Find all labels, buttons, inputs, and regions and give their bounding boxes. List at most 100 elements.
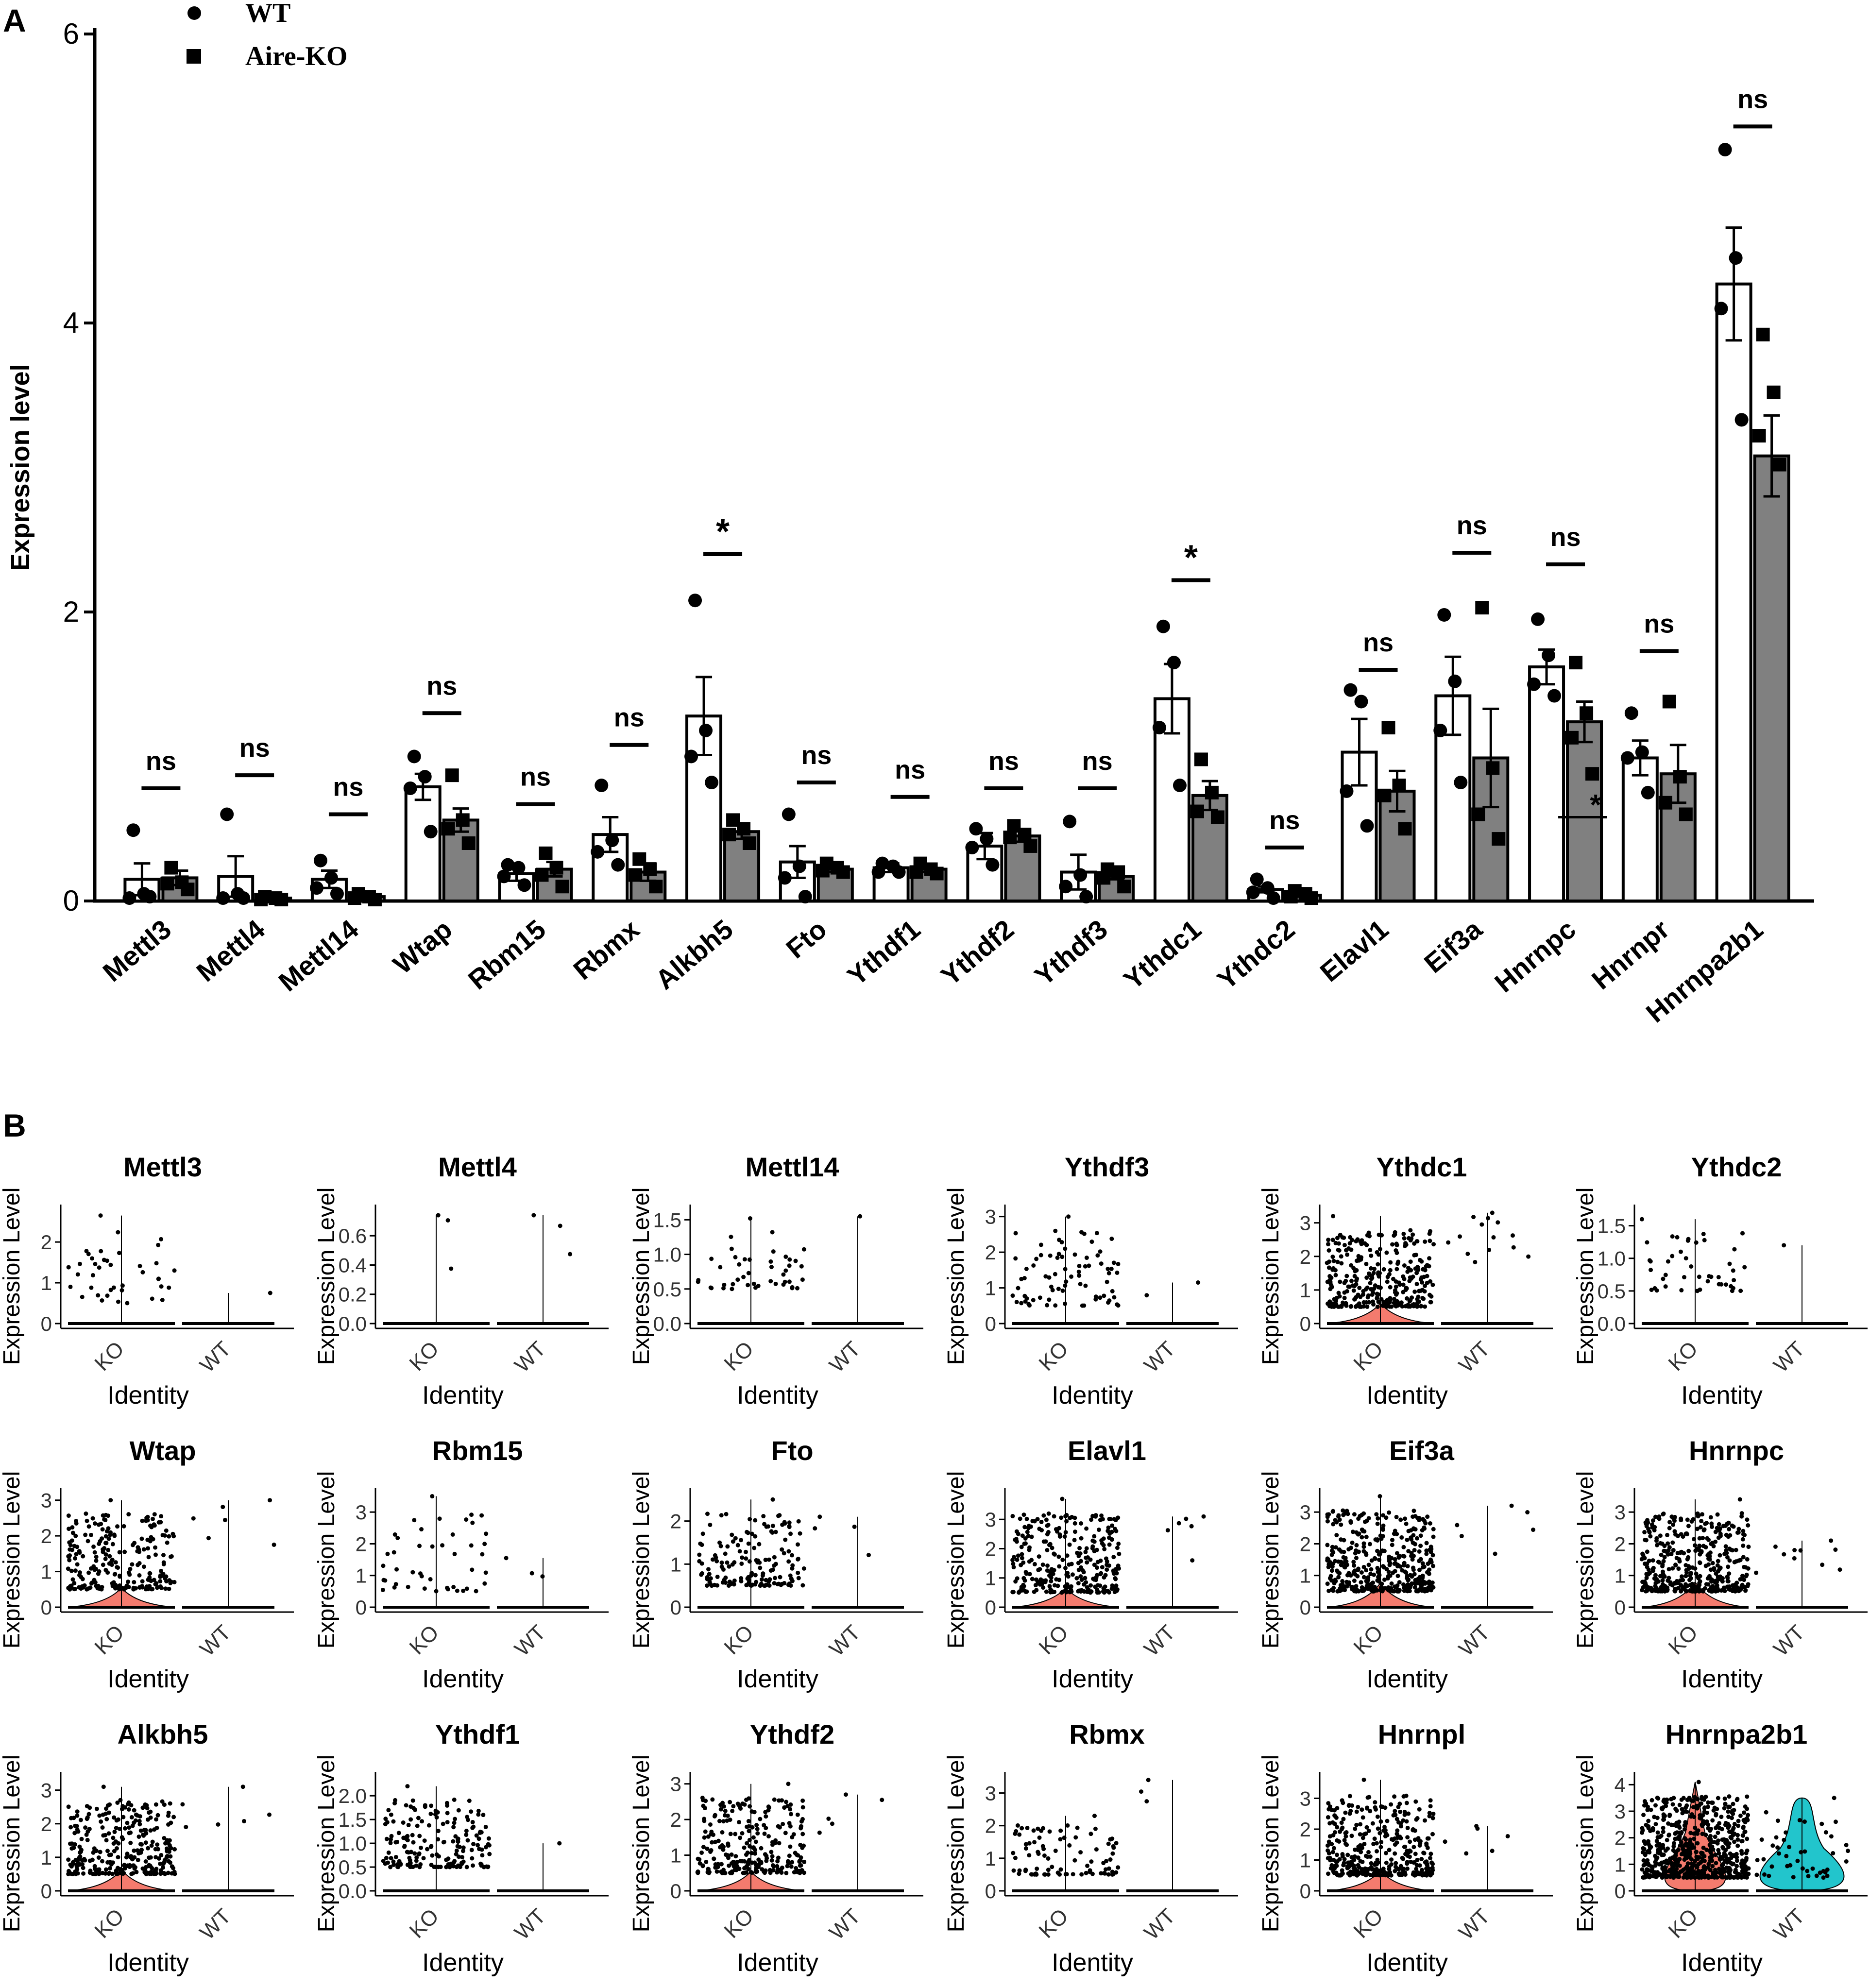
- cell-point-ko: [99, 1522, 103, 1527]
- cell-point-ko: [1721, 1846, 1726, 1851]
- cell-point-ko: [1641, 1846, 1646, 1851]
- cell-point-ko: [75, 1813, 80, 1818]
- cell-point-ko: [705, 1577, 710, 1581]
- cell-point-ko: [1430, 1868, 1435, 1872]
- x-tick-label: Mettl14: [272, 914, 364, 997]
- cell-point-ko: [1645, 1518, 1650, 1523]
- cell-point-ko: [1742, 1810, 1747, 1815]
- cell-point-ko: [705, 1846, 710, 1851]
- cell-point-ko: [1384, 1304, 1389, 1309]
- cell-point-ko: [1714, 1861, 1718, 1866]
- cell-point-ko: [1654, 1838, 1659, 1843]
- cell-point-ko: [789, 1812, 794, 1817]
- cell-point-ko: [1700, 1823, 1705, 1828]
- cell-point-ko: [1063, 1565, 1068, 1570]
- cell-point-wt: [1821, 1875, 1826, 1880]
- cell-point-ko: [1015, 1576, 1020, 1581]
- cell-point-ko: [778, 1575, 782, 1580]
- violin-group-ko: [1639, 1497, 1751, 1609]
- cell-point-ko: [410, 1570, 415, 1575]
- cell-point-ko: [1060, 1558, 1065, 1563]
- cell-point-ko: [745, 1851, 750, 1855]
- x-tick-label: Wtap: [387, 914, 458, 980]
- cell-point-ko: [156, 1520, 161, 1525]
- cell-point-ko: [1357, 1301, 1361, 1306]
- cell-point-ko: [1079, 1230, 1084, 1235]
- violin-group-wt: [1441, 1503, 1536, 1609]
- cell-point-ko: [1084, 1555, 1088, 1560]
- significance-label: ns: [1457, 511, 1487, 540]
- cell-point-ko: [759, 1577, 764, 1582]
- cell-point-ko: [469, 1543, 474, 1548]
- cell-point-ko: [1722, 1551, 1727, 1556]
- cell-point-ko: [146, 1577, 151, 1582]
- cell-point-ko: [486, 1836, 491, 1841]
- cell-point-ko: [76, 1829, 81, 1834]
- cell-point-ko: [1327, 1855, 1332, 1860]
- cell-point-ko: [757, 1542, 762, 1546]
- cell-point-ko: [1113, 1518, 1118, 1523]
- cell-point-ko: [1735, 1875, 1740, 1880]
- cell-point-ko: [725, 1560, 730, 1565]
- significance-label: ns: [520, 763, 551, 792]
- cell-point-ko: [1092, 1534, 1097, 1539]
- cell-point-wt: [1831, 1851, 1836, 1856]
- cell-point-ko: [1335, 1859, 1340, 1864]
- cell-point-wt: [529, 1571, 534, 1576]
- cell-point-ko: [1063, 1584, 1068, 1589]
- violin-y-tick-label: 2: [1300, 1245, 1311, 1268]
- cell-point-ko: [1707, 1557, 1712, 1562]
- cell-point-ko: [1384, 1851, 1389, 1855]
- violin-y-tick-label: 0: [670, 1880, 681, 1903]
- cell-point-ko: [1067, 1843, 1072, 1848]
- cell-point-ko: [703, 1829, 708, 1834]
- cell-point-ko: [1703, 1867, 1708, 1872]
- data-point-wt: [407, 749, 421, 764]
- cell-point-ko: [131, 1585, 136, 1590]
- cell-point-ko: [747, 1829, 751, 1834]
- cell-point-ko: [1074, 1576, 1079, 1580]
- cell-point-ko: [1716, 1559, 1720, 1563]
- cell-point-ko: [1743, 1588, 1748, 1593]
- cell-point-ko: [1377, 1552, 1382, 1557]
- cell-point-ko: [110, 1542, 115, 1546]
- cell-point-ko: [1368, 1572, 1373, 1577]
- cell-point-ko: [737, 1820, 742, 1825]
- cell-point-ko: [1326, 1807, 1331, 1812]
- cell-point-ko: [1402, 1844, 1407, 1849]
- violin-x-tick-label: WT: [825, 1620, 865, 1661]
- cell-point-ko: [476, 1836, 481, 1841]
- violin-y-tick-label: 3: [1615, 1501, 1626, 1524]
- violin-title: Elavl1: [1068, 1435, 1146, 1466]
- violin-y-tick-label: 1: [1300, 1279, 1311, 1302]
- legend-marker-wt: [187, 6, 201, 20]
- cell-point-ko: [168, 1854, 173, 1859]
- cell-point-ko: [1055, 1256, 1060, 1260]
- violin-y-tick-label: 1: [356, 1564, 367, 1587]
- cell-point-ko: [763, 1868, 768, 1873]
- cell-point-ko: [1710, 1864, 1715, 1869]
- cell-point-ko: [698, 1541, 703, 1546]
- cell-point-ko: [1106, 1841, 1111, 1846]
- cell-point-ko: [1666, 1259, 1670, 1264]
- cell-point-ko: [1369, 1253, 1374, 1258]
- cell-point-ko: [1353, 1847, 1358, 1852]
- cell-point-wt: [1443, 1839, 1447, 1844]
- cell-point-ko: [104, 1817, 109, 1821]
- cell-point-ko: [1746, 1545, 1751, 1549]
- cell-point-ko: [69, 1568, 74, 1573]
- data-point-wt: [1260, 881, 1275, 895]
- cell-point-ko: [71, 1845, 76, 1850]
- cell-point-ko: [1076, 1554, 1081, 1559]
- cell-point-ko: [454, 1848, 459, 1853]
- cell-point-ko: [1647, 1258, 1652, 1263]
- cell-point-ko: [85, 1815, 90, 1820]
- cell-point-ko: [731, 1282, 735, 1287]
- cell-point-ko: [1688, 1831, 1693, 1835]
- cell-point-wt: [1823, 1830, 1828, 1835]
- violin-y-axis-title: Expression Level: [314, 1755, 340, 1933]
- cell-point-ko: [1341, 1508, 1345, 1513]
- cell-point-ko: [446, 1856, 451, 1861]
